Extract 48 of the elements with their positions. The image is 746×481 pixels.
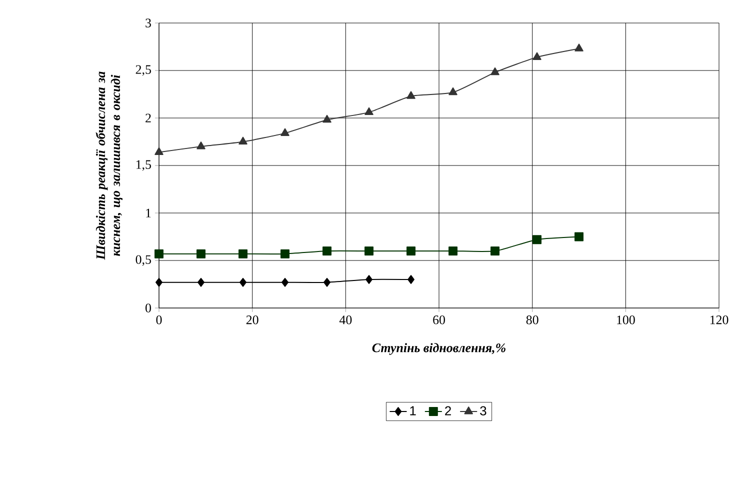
legend-label: 3: [480, 406, 486, 416]
point: [448, 87, 458, 96]
y-tick-label: 2,5: [136, 65, 151, 76]
x-tick-label: 40: [339, 316, 352, 324]
y-tick-label: 3: [146, 18, 151, 28]
y-tick-label: 0: [146, 304, 152, 312]
y-tick-label: 0,5: [136, 255, 151, 266]
point: [324, 278, 330, 287]
point: [198, 278, 204, 287]
x-tick-label: 20: [246, 316, 258, 324]
point: [532, 235, 542, 244]
point: [406, 246, 416, 256]
x-tick-label: 120: [710, 316, 728, 324]
point: [364, 107, 374, 116]
point: [322, 246, 332, 256]
point: [364, 246, 374, 256]
point: [322, 114, 332, 123]
point: [154, 249, 164, 258]
point: [240, 278, 246, 287]
point: [238, 136, 248, 144]
y-axis-title: Швидкість реакції обчислена за киснем, що залишився в оксиді: [96, 72, 122, 260]
x-tick-label: 60: [433, 316, 445, 324]
point: [196, 249, 206, 258]
y-tick-label: 1: [146, 208, 151, 218]
point: [574, 232, 584, 242]
point: [282, 278, 288, 287]
x-tick-label: 80: [526, 316, 538, 324]
point: [532, 52, 542, 60]
y-tick-label: 1,5: [136, 160, 151, 171]
point: [408, 275, 414, 284]
x-tick-label: 0: [156, 316, 162, 324]
legend-label: 2: [445, 406, 451, 416]
point: [196, 142, 206, 150]
x-axis-title: Ступінь відновлення,%: [372, 343, 506, 355]
point: [156, 278, 162, 287]
point: [490, 246, 500, 256]
point: [238, 249, 248, 258]
point: [280, 128, 290, 136]
point: [154, 147, 164, 155]
point: [448, 246, 458, 256]
point: [574, 44, 584, 52]
legend-label: 1: [410, 406, 416, 416]
x-tick-label: 100: [617, 316, 635, 324]
y-tick-label: 2: [146, 114, 151, 122]
point: [490, 67, 500, 76]
point: [280, 249, 290, 258]
point: [406, 91, 416, 99]
point: [366, 275, 372, 284]
